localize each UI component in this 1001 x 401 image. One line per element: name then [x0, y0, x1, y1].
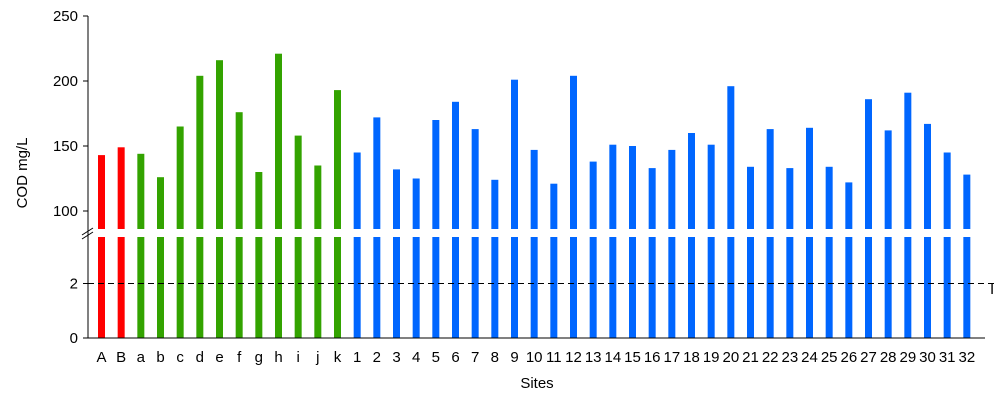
bar-g	[255, 172, 263, 338]
x-tick-label: 25	[821, 349, 838, 366]
x-tick-label: 31	[939, 349, 956, 366]
bar-B	[117, 147, 125, 338]
x-tick-label: 24	[801, 349, 818, 366]
x-tick-label: i	[296, 349, 299, 366]
bar-d	[196, 75, 204, 339]
x-axis-title: Sites	[520, 375, 553, 392]
y-tick-label: 200	[53, 73, 78, 90]
x-tick-label: 5	[432, 349, 440, 366]
x-tick-label: 30	[919, 349, 936, 366]
x-tick-label: 7	[471, 349, 479, 366]
x-tick-label: 20	[722, 349, 739, 366]
bar-f	[235, 112, 243, 338]
x-tick-label: d	[196, 349, 204, 366]
bar-25	[825, 166, 833, 338]
axis-break-gap	[82, 229, 987, 237]
bar-29	[904, 92, 912, 338]
x-tick-label: 2	[373, 349, 381, 366]
x-tick-label: a	[137, 349, 146, 366]
x-tick-label: 15	[624, 349, 641, 366]
bar-j	[314, 165, 322, 338]
x-tick-label: 4	[412, 349, 420, 366]
y-tick-label: 150	[53, 138, 78, 155]
x-tick-label: k	[334, 349, 342, 366]
x-tick-label: j	[315, 349, 319, 366]
bar-23	[786, 168, 794, 338]
x-tick-label: 9	[510, 349, 518, 366]
x-tick-label: 6	[451, 349, 459, 366]
x-tick-label: B	[116, 349, 126, 366]
x-tick-label: c	[176, 349, 184, 366]
x-tick-label: 26	[840, 349, 857, 366]
bar-3	[393, 169, 400, 338]
x-tick-label: 3	[392, 349, 400, 366]
x-tick-label: A	[96, 349, 106, 366]
x-tick-label: 12	[565, 349, 582, 366]
bar-6	[452, 101, 459, 338]
bar-h	[275, 53, 282, 338]
y-axis-title: COD mg/L	[14, 138, 31, 209]
x-tick-label: 8	[491, 349, 499, 366]
bar-a	[137, 153, 145, 338]
x-tick-label: 10	[526, 349, 543, 366]
bar-16	[648, 168, 656, 338]
bar-e	[216, 60, 223, 338]
x-tick-label: e	[215, 349, 223, 366]
x-tick-label: 19	[703, 349, 720, 366]
bar-31	[943, 152, 951, 338]
x-tick-label: f	[237, 349, 242, 366]
bar-k	[334, 90, 341, 338]
y-tick-label: 0	[70, 330, 78, 347]
y-tick-label: 2	[70, 276, 78, 293]
reference-line-label: I	[990, 281, 994, 298]
x-tick-label: h	[274, 349, 282, 366]
bar-b	[157, 177, 164, 338]
bar-19	[707, 144, 715, 338]
x-tick-label: 29	[899, 349, 916, 366]
x-tick-label: 14	[604, 349, 621, 366]
axis-break-mark	[81, 227, 94, 236]
y-tick-label: 100	[53, 203, 78, 220]
x-tick-label: 17	[663, 349, 680, 366]
bar-15	[629, 146, 636, 338]
x-tick-label: 27	[860, 349, 877, 366]
x-tick-label: 21	[742, 349, 759, 366]
x-tick-label: 18	[683, 349, 700, 366]
bar-2	[373, 117, 381, 339]
x-tick-label: 11	[546, 349, 562, 366]
bar-21	[747, 166, 754, 338]
axes-group	[81, 15, 997, 339]
bar-A	[98, 155, 105, 338]
x-tick-label: 1	[353, 349, 361, 366]
bar-14	[609, 144, 617, 338]
bar-17	[668, 149, 676, 338]
x-tick-label: 28	[880, 349, 897, 366]
x-tick-label: 16	[644, 349, 661, 366]
bar-27	[865, 99, 872, 338]
bar-4	[412, 178, 420, 338]
x-tick-label: 23	[781, 349, 798, 366]
bar-32	[963, 174, 971, 338]
bar-12	[570, 75, 577, 339]
bars-group	[82, 53, 987, 339]
bar-26	[845, 182, 853, 338]
bar-8	[491, 179, 499, 338]
bar-10	[530, 149, 538, 338]
x-tick-label: b	[156, 349, 164, 366]
axis-break-mark	[81, 231, 94, 240]
x-tick-label: 13	[585, 349, 602, 366]
bar-13	[589, 161, 597, 338]
y-tick-label: 250	[53, 8, 78, 25]
bar-9	[511, 79, 518, 338]
x-tick-label: 32	[958, 349, 975, 366]
x-tick-label: g	[255, 349, 263, 366]
x-tick-label: 22	[762, 349, 779, 366]
bar-1	[353, 152, 361, 338]
bar-20	[727, 86, 735, 338]
bar-11	[550, 183, 558, 338]
